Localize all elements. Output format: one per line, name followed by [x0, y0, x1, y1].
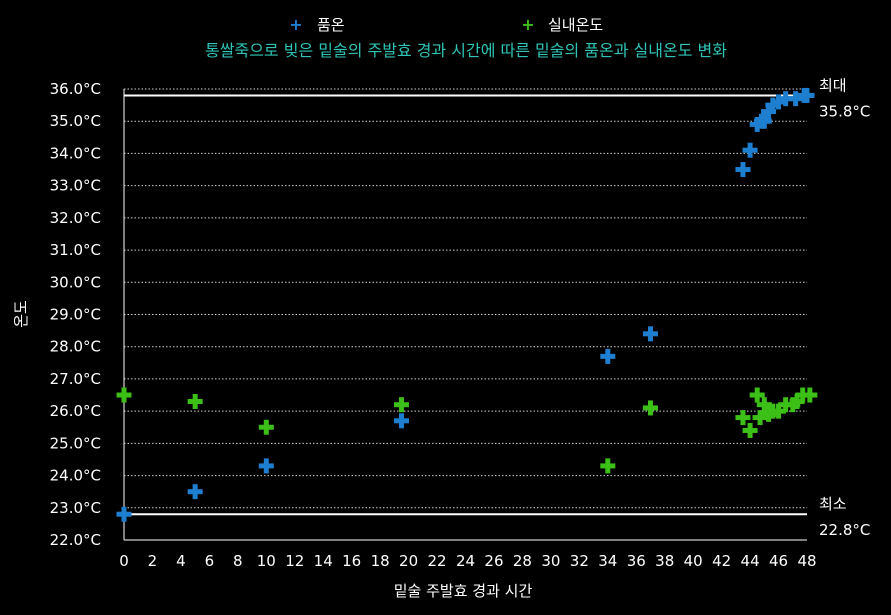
data-point-product-temp	[735, 162, 751, 178]
x-tick-label: 36	[627, 552, 646, 570]
data-point-room-temp	[761, 406, 777, 422]
data-point-product-temp	[788, 91, 804, 107]
y-tick-label: 33.0°C	[50, 177, 101, 195]
y-tick-label: 24.0°C	[50, 467, 101, 485]
data-point-product-temp	[756, 113, 772, 129]
x-tick-label: 26	[484, 552, 503, 570]
y-tick-labels: 22.0°C 23.0°C 24.0°C 25.0°C 26.0°C 27.0°C 28.0…	[50, 80, 101, 549]
legend-label-실내온도: 실내온도	[548, 16, 603, 34]
data-point-room-temp	[789, 393, 805, 409]
x-tick-label: 4	[176, 552, 186, 570]
max-label: 최대	[819, 76, 847, 94]
x-tick-label: 40	[684, 552, 703, 570]
y-tick-label: 36.0°C	[50, 80, 101, 98]
data-point-room-temp	[735, 410, 751, 426]
data-point-product-temp	[116, 506, 132, 522]
legend-label-품온: 품온	[317, 16, 345, 34]
data-point-room-temp	[187, 393, 203, 409]
x-tick-label: 10	[257, 552, 276, 570]
x-axis-label: 밑술 주발효 경과 시간	[394, 582, 533, 600]
chart-title: 통쌀죽으로 빚은 밑술의 주발효 경과 시간에 따른 밑술의 품온과 실내온도 …	[205, 41, 727, 60]
data-point-room-temp	[756, 397, 772, 413]
data-point-room-temp	[749, 387, 765, 403]
data-point-room-temp	[785, 397, 801, 413]
data-point-room-temp	[742, 422, 758, 438]
data-point-product-temp	[778, 91, 794, 107]
x-tick-label: 0	[119, 552, 129, 570]
x-tick-label: 2	[148, 552, 158, 570]
x-tick-label: 12	[285, 552, 304, 570]
x-tick-label: 8	[233, 552, 243, 570]
legend-marker-실내온도: +	[521, 15, 534, 34]
x-tick-label: 44	[741, 552, 760, 570]
x-tick-label: 38	[655, 552, 674, 570]
x-tick-label: 46	[769, 552, 788, 570]
data-point-product-temp	[187, 484, 203, 500]
y-tick-label: 26.0°C	[50, 402, 101, 420]
legend-item-품온: + 품온	[289, 15, 344, 34]
data-points	[116, 87, 818, 522]
y-tick-label: 22.0°C	[50, 531, 101, 549]
data-point-product-temp	[393, 413, 409, 429]
y-tick-label: 31.0°C	[50, 241, 101, 259]
x-tick-label: 14	[314, 552, 333, 570]
x-tick-label: 22	[427, 552, 446, 570]
y-tick-label: 25.0°C	[50, 434, 101, 452]
gridlines	[124, 88, 807, 509]
x-tick-label: 16	[342, 552, 361, 570]
x-tick-label: 28	[513, 552, 532, 570]
data-point-room-temp	[752, 410, 768, 426]
reference-lines: 최대 35.8°C 최소 22.8°C	[124, 76, 870, 539]
x-tick-labels: 0 2 4 6 8 10 12 14 16 18 20 22 24 26 28 30 32 34 36 38 40 42 4…	[119, 552, 816, 570]
data-point-room-temp	[802, 387, 818, 403]
data-point-product-temp	[742, 142, 758, 158]
x-tick-label: 34	[598, 552, 617, 570]
min-label: 최소	[819, 495, 847, 513]
data-point-room-temp	[393, 397, 409, 413]
data-point-product-temp	[600, 348, 616, 364]
max-value-label: 35.8°C	[819, 102, 870, 120]
y-tick-label: 32.0°C	[50, 209, 101, 227]
x-tick-label: 6	[205, 552, 215, 570]
y-tick-label: 29.0°C	[50, 306, 101, 324]
data-point-product-temp	[765, 97, 781, 113]
x-tick-label: 48	[797, 552, 816, 570]
data-point-product-temp	[761, 104, 777, 120]
data-point-room-temp	[642, 400, 658, 416]
data-point-product-temp	[771, 94, 787, 110]
y-tick-label: 35.0°C	[50, 112, 101, 130]
axes	[123, 89, 807, 541]
data-point-room-temp	[258, 419, 274, 435]
y-tick-label: 34.0°C	[50, 144, 101, 162]
legend: + 품온 + 실내온도	[289, 15, 603, 34]
y-tick-label: 23.0°C	[50, 499, 101, 517]
x-tick-label: 42	[712, 552, 731, 570]
y-tick-label: 27.0°C	[50, 370, 101, 388]
legend-item-실내온도: + 실내온도	[521, 15, 603, 34]
min-value-label: 22.8°C	[819, 521, 870, 539]
legend-marker-품온: +	[289, 15, 302, 34]
x-tick-label: 18	[371, 552, 390, 570]
x-tick-label: 32	[570, 552, 589, 570]
data-point-product-temp	[642, 326, 658, 342]
x-tick-label: 24	[456, 552, 475, 570]
y-axis-label: 온도	[12, 300, 30, 328]
x-tick-label: 20	[399, 552, 418, 570]
y-tick-label: 28.0°C	[50, 338, 101, 356]
data-point-product-temp	[258, 458, 274, 474]
data-point-room-temp	[771, 403, 787, 419]
data-point-room-temp	[116, 387, 132, 403]
data-point-product-temp	[799, 87, 815, 103]
x-tick-label: 30	[541, 552, 560, 570]
y-tick-label: 30.0°C	[50, 273, 101, 291]
data-point-room-temp	[600, 458, 616, 474]
data-point-product-temp	[749, 116, 765, 132]
